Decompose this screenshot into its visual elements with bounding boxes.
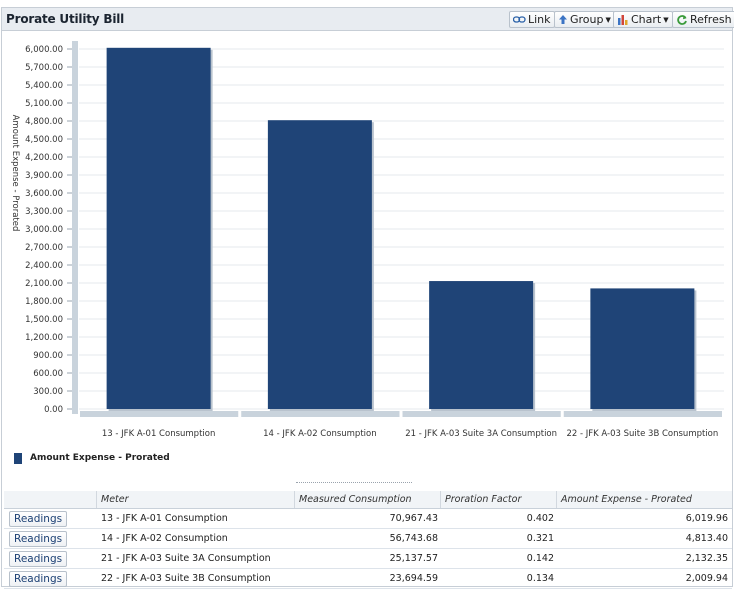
measured-consumption-cell: 70,967.43 (389, 513, 438, 524)
panel-titlebar: Prorate Utility Bill Link Group ▼ Chart … (2, 8, 734, 31)
measured-consumption-cell: 56,743.68 (389, 533, 438, 544)
x-tick-label: 14 - JFK A-02 Consumption (263, 429, 376, 439)
column-header-measured-consumption[interactable]: Measured Consumption (294, 491, 440, 508)
meter-cell: 21 - JFK A-03 Suite 3A Consumption (101, 553, 271, 564)
y-tick-label: 3,300.00 (25, 207, 63, 217)
legend-swatch (14, 452, 22, 464)
y-tick-label: 2,700.00 (25, 243, 63, 253)
proration-factor-cell: 0.321 (526, 533, 554, 544)
chevron-down-icon: ▼ (605, 15, 611, 24)
x-tick-label: 13 - JFK A-01 Consumption (102, 429, 215, 439)
refresh-icon (677, 14, 687, 25)
x-tick-label: 22 - JFK A-03 Suite 3B Consumption (566, 429, 718, 439)
y-tick-label: 5,100.00 (25, 99, 63, 109)
prorate-utility-bill-panel: Prorate Utility Bill Link Group ▼ Chart … (1, 7, 734, 589)
y-tick-label: 6,000.00 (25, 45, 63, 55)
measured-consumption-cell: 25,137.57 (389, 553, 438, 564)
amount-expense-cell: 6,019.96 (685, 513, 728, 524)
readings-button[interactable]: Readings (9, 550, 68, 567)
bar (590, 288, 695, 409)
y-tick-label: 900.00 (33, 351, 63, 361)
chevron-down-icon: ▼ (663, 15, 669, 24)
y-tick-label: 3,000.00 (25, 225, 63, 235)
x-axis-rail (241, 411, 400, 417)
bar (267, 120, 372, 410)
proration-factor-cell: 0.402 (526, 513, 554, 524)
y-tick-label: 3,900.00 (25, 171, 63, 181)
y-tick-label: 2,400.00 (25, 261, 63, 271)
table-row: Readings 22 - JFK A-03 Suite 3B Consumpt… (4, 569, 732, 589)
group-button-label: Group (570, 13, 604, 26)
table-row: Readings 21 - JFK A-03 Suite 3A Consumpt… (4, 549, 732, 569)
panel-title: Prorate Utility Bill (6, 12, 125, 26)
y-tick-label: 4,200.00 (25, 153, 63, 163)
bar (106, 47, 211, 409)
meter-cell: 22 - JFK A-03 Suite 3B Consumption (101, 573, 271, 584)
arrow-up-icon (559, 15, 567, 24)
y-tick-label: 0.00 (44, 405, 63, 415)
proration-factor-cell: 0.142 (526, 553, 554, 564)
y-tick-label: 2,100.00 (25, 279, 63, 289)
readings-button[interactable]: Readings (9, 530, 68, 547)
bar-chart-icon (618, 15, 628, 25)
y-tick-label: 1,200.00 (25, 333, 63, 343)
y-tick-label: 4,500.00 (25, 135, 63, 145)
chart-bars (106, 47, 697, 412)
column-header-meter[interactable]: Meter (96, 491, 294, 508)
link-button-label: Link (528, 13, 551, 26)
chart-axis (67, 41, 722, 417)
chart-legend: Amount Expense - Prorated (14, 451, 170, 465)
splitter-handle[interactable] (296, 482, 412, 483)
readings-button[interactable]: Readings (9, 510, 68, 527)
link-button[interactable]: Link (509, 11, 555, 28)
chart-labels: 0.00 300.00 600.00 900.00 1,200.00 1,500.00 1,… (10, 45, 718, 439)
readings-button[interactable]: Readings (9, 570, 68, 587)
x-axis-rail (402, 411, 561, 417)
amount-expense-cell: 2,009.94 (685, 573, 728, 584)
refresh-button[interactable]: Refresh (672, 11, 734, 28)
proration-factor-cell: 0.134 (526, 573, 554, 584)
group-button[interactable]: Group ▼ (554, 11, 615, 28)
y-tick-label: 1,500.00 (25, 315, 63, 325)
bar (429, 281, 534, 409)
legend-label: Amount Expense - Prorated (30, 453, 170, 463)
meter-cell: 13 - JFK A-01 Consumption (101, 513, 228, 524)
data-grid: Meter Measured Consumption Proration Fac… (4, 491, 732, 589)
measured-consumption-cell: 23,694.59 (389, 573, 438, 584)
bar-chart: 0.00 300.00 600.00 900.00 1,200.00 1,500.00 1,… (10, 41, 724, 439)
y-axis-rail (72, 41, 78, 414)
y-tick-label: 3,600.00 (25, 189, 63, 199)
x-axis-rail (80, 411, 239, 417)
link-icon (513, 16, 526, 23)
chart-button[interactable]: Chart ▼ (613, 11, 673, 28)
column-header-proration-factor[interactable]: Proration Factor (440, 491, 556, 508)
meter-cell: 14 - JFK A-02 Consumption (101, 533, 228, 544)
grid-header-row: Meter Measured Consumption Proration Fac… (4, 491, 732, 509)
y-tick-label: 4,800.00 (25, 117, 63, 127)
y-tick-label: 5,700.00 (25, 63, 63, 73)
x-tick-label: 21 - JFK A-03 Suite 3A Consumption (405, 429, 557, 439)
amount-expense-cell: 4,813.40 (685, 533, 728, 544)
y-axis-title: Amount Expense - Prorated (10, 115, 20, 232)
x-axis-rail (563, 411, 722, 417)
y-tick-label: 300.00 (33, 387, 63, 397)
y-tick-label: 1,800.00 (25, 297, 63, 307)
table-row: Readings 14 - JFK A-02 Consumption 56,74… (4, 529, 732, 549)
table-row: Readings 13 - JFK A-01 Consumption 70,96… (4, 509, 732, 529)
y-tick-label: 600.00 (33, 369, 63, 379)
column-header-amount-expense[interactable]: Amount Expense - Prorated (556, 491, 732, 508)
y-tick-label: 5,400.00 (25, 81, 63, 91)
amount-expense-cell: 2,132.35 (685, 553, 728, 564)
chart-button-label: Chart (631, 13, 662, 26)
refresh-button-label: Refresh (690, 13, 732, 26)
